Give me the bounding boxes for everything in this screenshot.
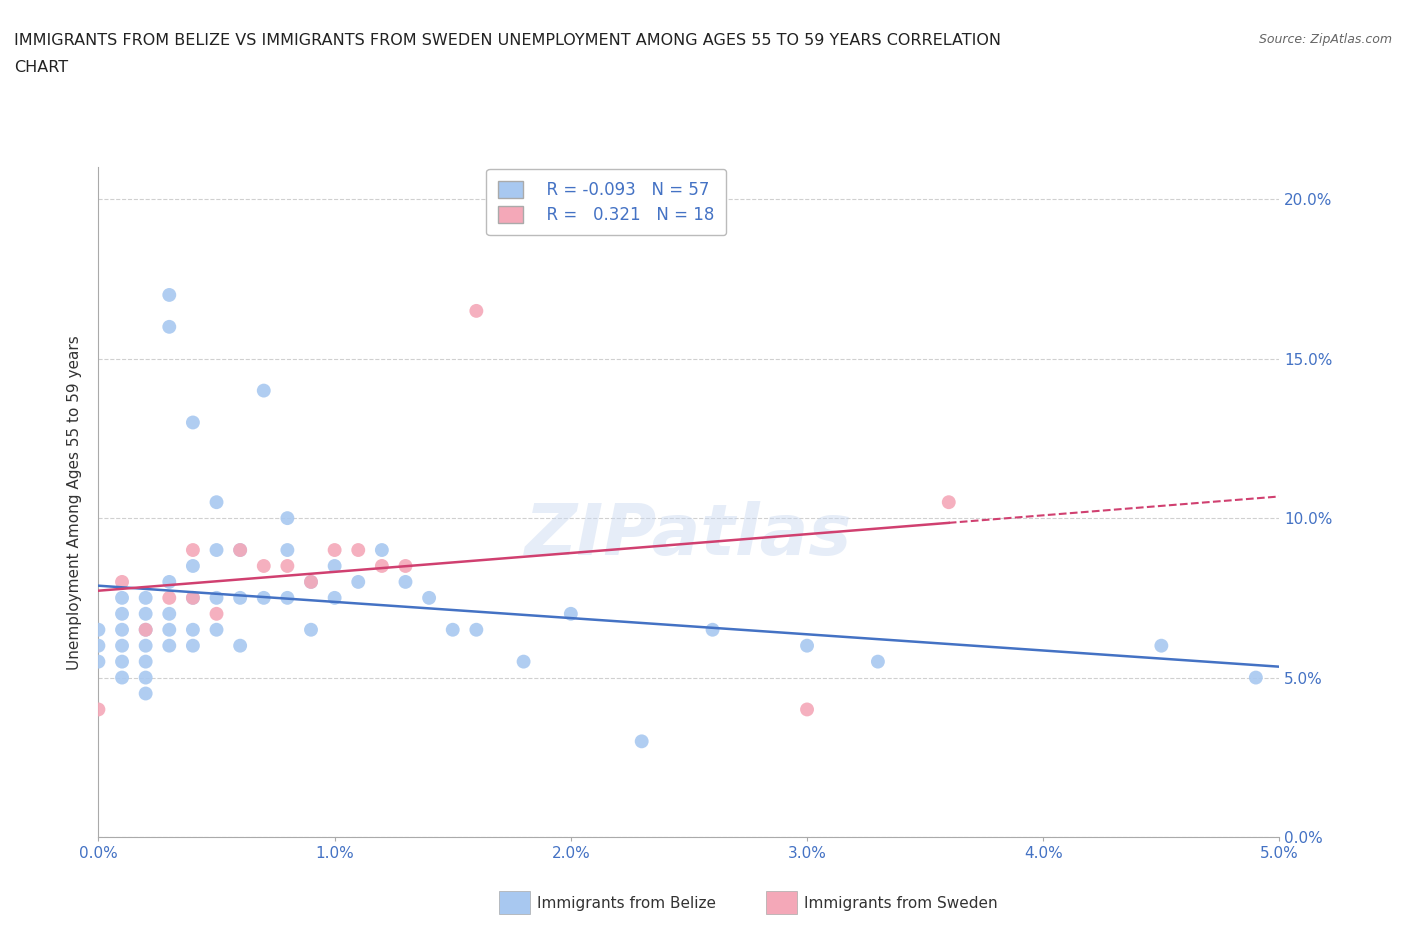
Point: [181, 591, 204, 605]
Legend:   R = -0.093   N = 57,   R =   0.321   N = 18: R = -0.093 N = 57, R = 0.321 N = 18: [486, 169, 727, 235]
Point: [87, 622, 110, 637]
Point: [205, 495, 228, 510]
Point: [205, 591, 228, 605]
Text: Immigrants from Sweden: Immigrants from Sweden: [804, 896, 998, 910]
Point: [253, 383, 276, 398]
Point: [371, 542, 394, 557]
Point: [276, 559, 298, 574]
Point: [111, 606, 134, 621]
Point: [181, 542, 204, 557]
Point: [205, 542, 228, 557]
Point: [205, 606, 228, 621]
Point: [796, 702, 818, 717]
Point: [276, 542, 298, 557]
Point: [938, 495, 960, 510]
Point: [796, 638, 818, 653]
Text: Source: ZipAtlas.com: Source: ZipAtlas.com: [1258, 33, 1392, 46]
Point: [87, 654, 110, 669]
Point: [157, 575, 180, 590]
Point: [157, 606, 180, 621]
Text: CHART: CHART: [14, 60, 67, 75]
Point: [135, 606, 157, 621]
Point: [1150, 638, 1173, 653]
Point: [465, 303, 488, 318]
Point: [157, 638, 180, 653]
Point: [135, 671, 157, 685]
Point: [157, 319, 180, 334]
Point: [465, 622, 488, 637]
Point: [323, 559, 346, 574]
Point: [560, 606, 582, 621]
Point: [441, 622, 464, 637]
Point: [347, 575, 370, 590]
Point: [323, 542, 346, 557]
Point: [135, 591, 157, 605]
Point: [205, 622, 228, 637]
Point: [630, 734, 652, 749]
Point: [135, 622, 157, 637]
Point: [181, 415, 204, 430]
Point: [181, 591, 204, 605]
Point: [111, 622, 134, 637]
Point: [394, 559, 416, 574]
Point: [299, 575, 322, 590]
Point: [111, 638, 134, 653]
Point: [299, 575, 322, 590]
Y-axis label: Unemployment Among Ages 55 to 59 years: Unemployment Among Ages 55 to 59 years: [67, 335, 83, 670]
Point: [276, 591, 298, 605]
Point: [111, 654, 134, 669]
Point: [111, 671, 134, 685]
Point: [135, 654, 157, 669]
Point: [111, 591, 134, 605]
Point: [1244, 671, 1267, 685]
Point: [157, 622, 180, 637]
Point: [253, 559, 276, 574]
Point: [111, 575, 134, 590]
Text: IMMIGRANTS FROM BELIZE VS IMMIGRANTS FROM SWEDEN UNEMPLOYMENT AMONG AGES 55 TO 5: IMMIGRANTS FROM BELIZE VS IMMIGRANTS FRO…: [14, 33, 1001, 47]
Point: [418, 591, 440, 605]
Point: [299, 622, 322, 637]
Point: [87, 702, 110, 717]
Point: [157, 287, 180, 302]
Point: [135, 622, 157, 637]
Point: [135, 686, 157, 701]
Point: [702, 622, 724, 637]
Point: [394, 575, 416, 590]
Point: [181, 622, 204, 637]
Point: [229, 591, 252, 605]
Point: [276, 511, 298, 525]
Point: [87, 638, 110, 653]
Point: [371, 559, 394, 574]
Point: [229, 638, 252, 653]
Point: [135, 638, 157, 653]
Point: [323, 591, 346, 605]
Point: [181, 638, 204, 653]
Point: [512, 654, 534, 669]
Point: [157, 591, 180, 605]
Point: [347, 542, 370, 557]
Point: [253, 591, 276, 605]
Point: [181, 559, 204, 574]
Text: ZIPatlas: ZIPatlas: [526, 501, 852, 570]
Text: Immigrants from Belize: Immigrants from Belize: [537, 896, 716, 910]
Point: [229, 542, 252, 557]
Point: [866, 654, 889, 669]
Point: [229, 542, 252, 557]
